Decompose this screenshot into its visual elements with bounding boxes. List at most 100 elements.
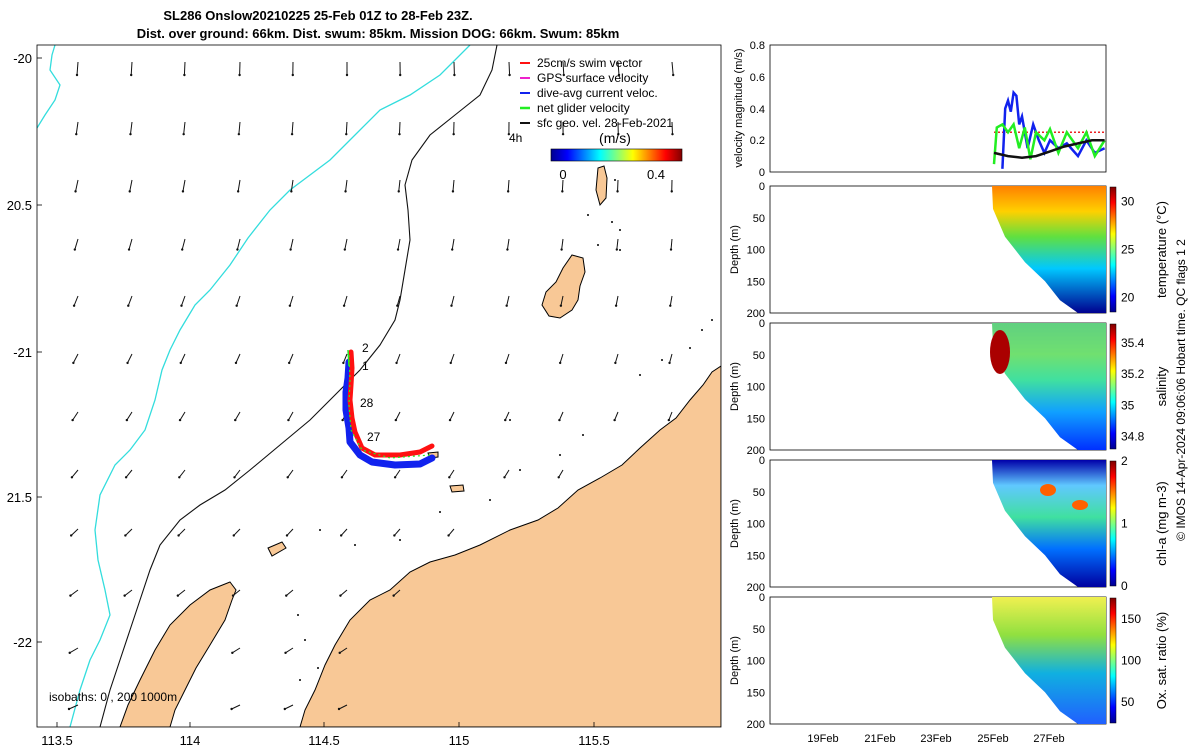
surface-velocity-arrowhead — [671, 132, 674, 136]
surface-velocity-arrowhead — [340, 476, 344, 479]
time-tick-label: 19Feb — [807, 733, 838, 745]
surface-velocity-arrowhead — [617, 73, 621, 77]
section-heatmap — [992, 460, 1106, 587]
surface-velocity-arrow — [183, 121, 186, 135]
surface-velocity-arrowhead — [183, 73, 186, 77]
vel-ytick: 0.2 — [750, 135, 765, 147]
surface-velocity-arrow — [127, 353, 133, 364]
colorbar-tick-label: 30 — [1121, 194, 1135, 208]
isobaths-note: isobaths: 0 , 200 1000m — [49, 690, 177, 704]
surface-velocity-arrow — [506, 295, 510, 306]
surface-velocity-arrow — [238, 121, 241, 135]
vel-ytick: 0.8 — [750, 40, 765, 52]
surface-velocity-arrow — [670, 238, 673, 250]
surface-velocity-arrowhead — [503, 476, 506, 479]
surface-velocity-arrowhead — [125, 418, 129, 422]
land-peninsula — [119, 581, 237, 727]
surface-velocity-arrow — [179, 411, 186, 421]
surface-velocity-arrow — [70, 528, 79, 536]
surface-velocity-arrow — [182, 179, 186, 192]
surface-velocity-arrow — [450, 353, 455, 364]
chart-title-line2: Dist. over ground: 66km. Dist. swum: 85k… — [137, 26, 620, 41]
depth-tick-label: 50 — [753, 624, 765, 636]
surface-velocity-arrow — [669, 353, 673, 364]
surface-velocity-arrow — [125, 528, 133, 536]
velocity-series-line — [993, 139, 1105, 159]
surface-velocity-arrow — [507, 179, 510, 192]
surface-velocity-arrow — [181, 238, 186, 250]
surface-velocity-arrow — [340, 528, 348, 536]
surface-velocity-arrow — [561, 238, 564, 250]
section-patch — [1072, 500, 1088, 510]
surface-velocity-arrow — [343, 295, 348, 306]
surface-velocity-arrowhead — [288, 304, 292, 307]
surface-velocity-arrow — [508, 61, 511, 76]
surface-velocity-arrowhead — [508, 73, 511, 77]
surface-velocity-arrowhead — [559, 304, 563, 307]
surface-velocity-arrowhead — [70, 476, 74, 479]
surface-velocity-arrow — [285, 647, 294, 654]
lat-tick-label: -22 — [13, 635, 32, 650]
surface-velocity-arrowhead — [337, 707, 341, 711]
surface-velocity-arrowhead — [69, 594, 72, 597]
depth-tick-label: 200 — [747, 445, 765, 457]
surface-velocity-arrowhead — [127, 304, 130, 307]
depth-tick-label: 150 — [747, 550, 765, 562]
surface-velocity-arrowhead — [506, 190, 510, 193]
colorbar-tick-label: 34.8 — [1121, 430, 1145, 444]
surface-velocity-arrow — [342, 353, 348, 364]
surface-velocity-arrow — [72, 411, 79, 421]
legend-entry: 25cm/s swim vector — [537, 56, 642, 70]
section-heatmap — [992, 597, 1106, 724]
surface-velocity-arrow — [614, 353, 619, 364]
surface-velocity-arrow — [341, 469, 348, 478]
surface-velocity-arrowhead — [231, 651, 234, 655]
lat-tick-label: -20 — [13, 51, 32, 66]
surface-velocity-arrowhead — [285, 594, 288, 597]
land-island-small — [267, 541, 287, 557]
surface-velocity-arrowhead — [449, 361, 452, 365]
surface-velocity-arrowhead — [123, 594, 126, 597]
chart-title-line1: SL286 Onslow20210225 25-Feb 01Z to 28-Fe… — [163, 8, 472, 23]
surface-velocity-arrow — [395, 411, 401, 421]
time-scale-label: 4h — [509, 131, 522, 145]
surface-velocity-arrowhead — [234, 418, 237, 422]
surface-velocity-arrowhead — [560, 248, 563, 251]
surface-velocity-arrowhead — [69, 534, 73, 537]
surface-velocity-arrow — [393, 589, 401, 597]
surface-velocity-arrowhead — [129, 132, 132, 136]
surface-velocity-arrow — [291, 121, 294, 135]
surface-velocity-arrow — [232, 647, 241, 654]
depth-tick-label: 200 — [747, 582, 765, 594]
surface-velocity-arrowhead — [238, 73, 241, 77]
colorbar-tick-label: 50 — [1121, 695, 1135, 709]
surface-velocity-arrowhead — [177, 534, 180, 537]
surface-velocity-arrow — [339, 647, 348, 654]
surface-velocity-arrow — [178, 528, 186, 536]
surface-velocity-arrow — [180, 353, 186, 364]
surface-velocity-arrowhead — [396, 248, 400, 251]
depth-axis-label: Depth (m) — [729, 225, 741, 274]
lon-tick-label: 115 — [449, 733, 470, 748]
section-panel: 0 50 100 150 200 Depth (m) 150 100 50 Ox. sat. ra… — [729, 592, 1169, 731]
surface-velocity-arrow — [75, 121, 79, 135]
surface-velocity-arrowhead — [234, 361, 238, 365]
colorbar-tick: 0.4 — [647, 167, 665, 182]
day-label: 28 — [360, 396, 374, 410]
surface-velocity-arrow — [617, 61, 620, 76]
surface-velocity-arrowhead — [617, 132, 620, 136]
velocity-axes-frame — [769, 44, 1107, 173]
colorbar-tick-label: 20 — [1121, 291, 1135, 305]
surface-velocity-arrow — [560, 295, 564, 306]
depth-tick-label: 100 — [747, 656, 765, 668]
surface-velocity-arrowhead — [343, 248, 347, 251]
colorbar-tick-label: 35 — [1121, 398, 1135, 412]
surface-velocity-arrow — [129, 179, 133, 192]
surface-velocity-arrow — [394, 469, 401, 478]
surface-velocity-arrow — [505, 353, 510, 364]
depth-tick-label: 100 — [747, 245, 765, 257]
colorbar-tick: 0 — [559, 167, 566, 182]
surface-velocity-arrowhead — [616, 190, 619, 193]
surface-velocity-arrowhead — [507, 132, 511, 136]
day-label: 2 — [362, 341, 369, 355]
